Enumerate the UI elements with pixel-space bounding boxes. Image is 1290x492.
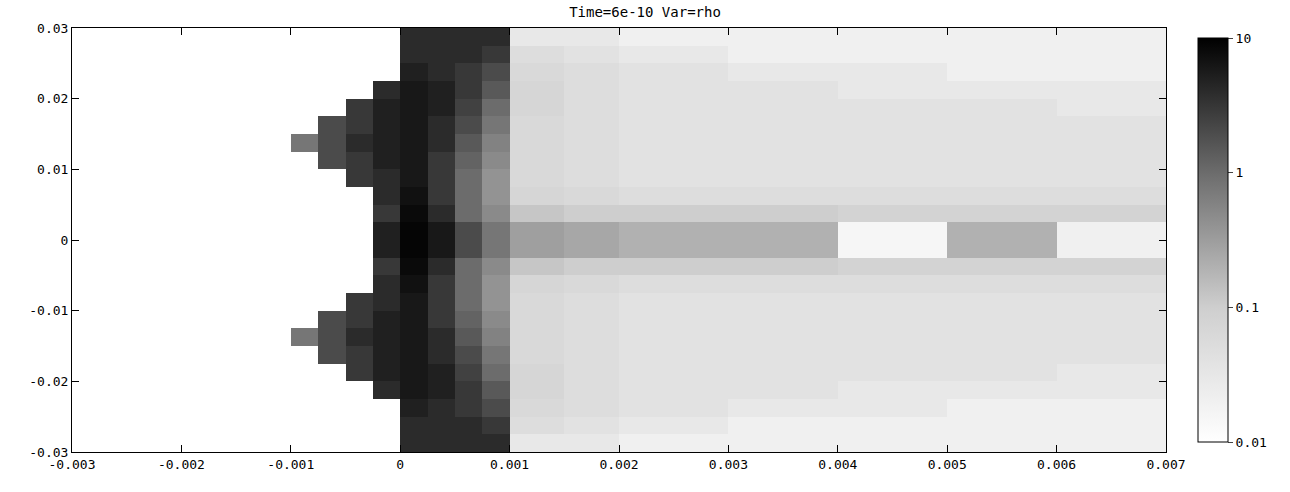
svg-text:0.001: 0.001 [490, 457, 529, 472]
svg-text:0: 0 [396, 457, 404, 472]
svg-text:0: 0 [61, 233, 69, 248]
svg-text:0.002: 0.002 [599, 457, 638, 472]
svg-text:-0.003: -0.003 [49, 457, 96, 472]
svg-text:-0.03: -0.03 [29, 445, 68, 460]
svg-text:0.005: 0.005 [928, 457, 967, 472]
svg-text:10: 10 [1236, 31, 1252, 46]
svg-text:0.01: 0.01 [37, 162, 68, 177]
svg-text:-0.01: -0.01 [29, 303, 68, 318]
svg-text:0.004: 0.004 [818, 457, 857, 472]
svg-text:0.1: 0.1 [1236, 300, 1259, 315]
svg-text:0.01: 0.01 [1236, 435, 1267, 450]
svg-text:1: 1 [1236, 165, 1244, 180]
svg-text:0.006: 0.006 [1037, 457, 1076, 472]
svg-text:-0.002: -0.002 [158, 457, 205, 472]
svg-text:-0.02: -0.02 [29, 374, 68, 389]
svg-text:0.03: 0.03 [37, 21, 68, 36]
svg-text:-0.001: -0.001 [267, 457, 314, 472]
svg-text:0.02: 0.02 [37, 91, 68, 106]
svg-text:0.003: 0.003 [709, 457, 748, 472]
svg-text:Time=6e-10 Var=rho: Time=6e-10 Var=rho [569, 4, 721, 20]
svg-text:0.007: 0.007 [1146, 457, 1185, 472]
